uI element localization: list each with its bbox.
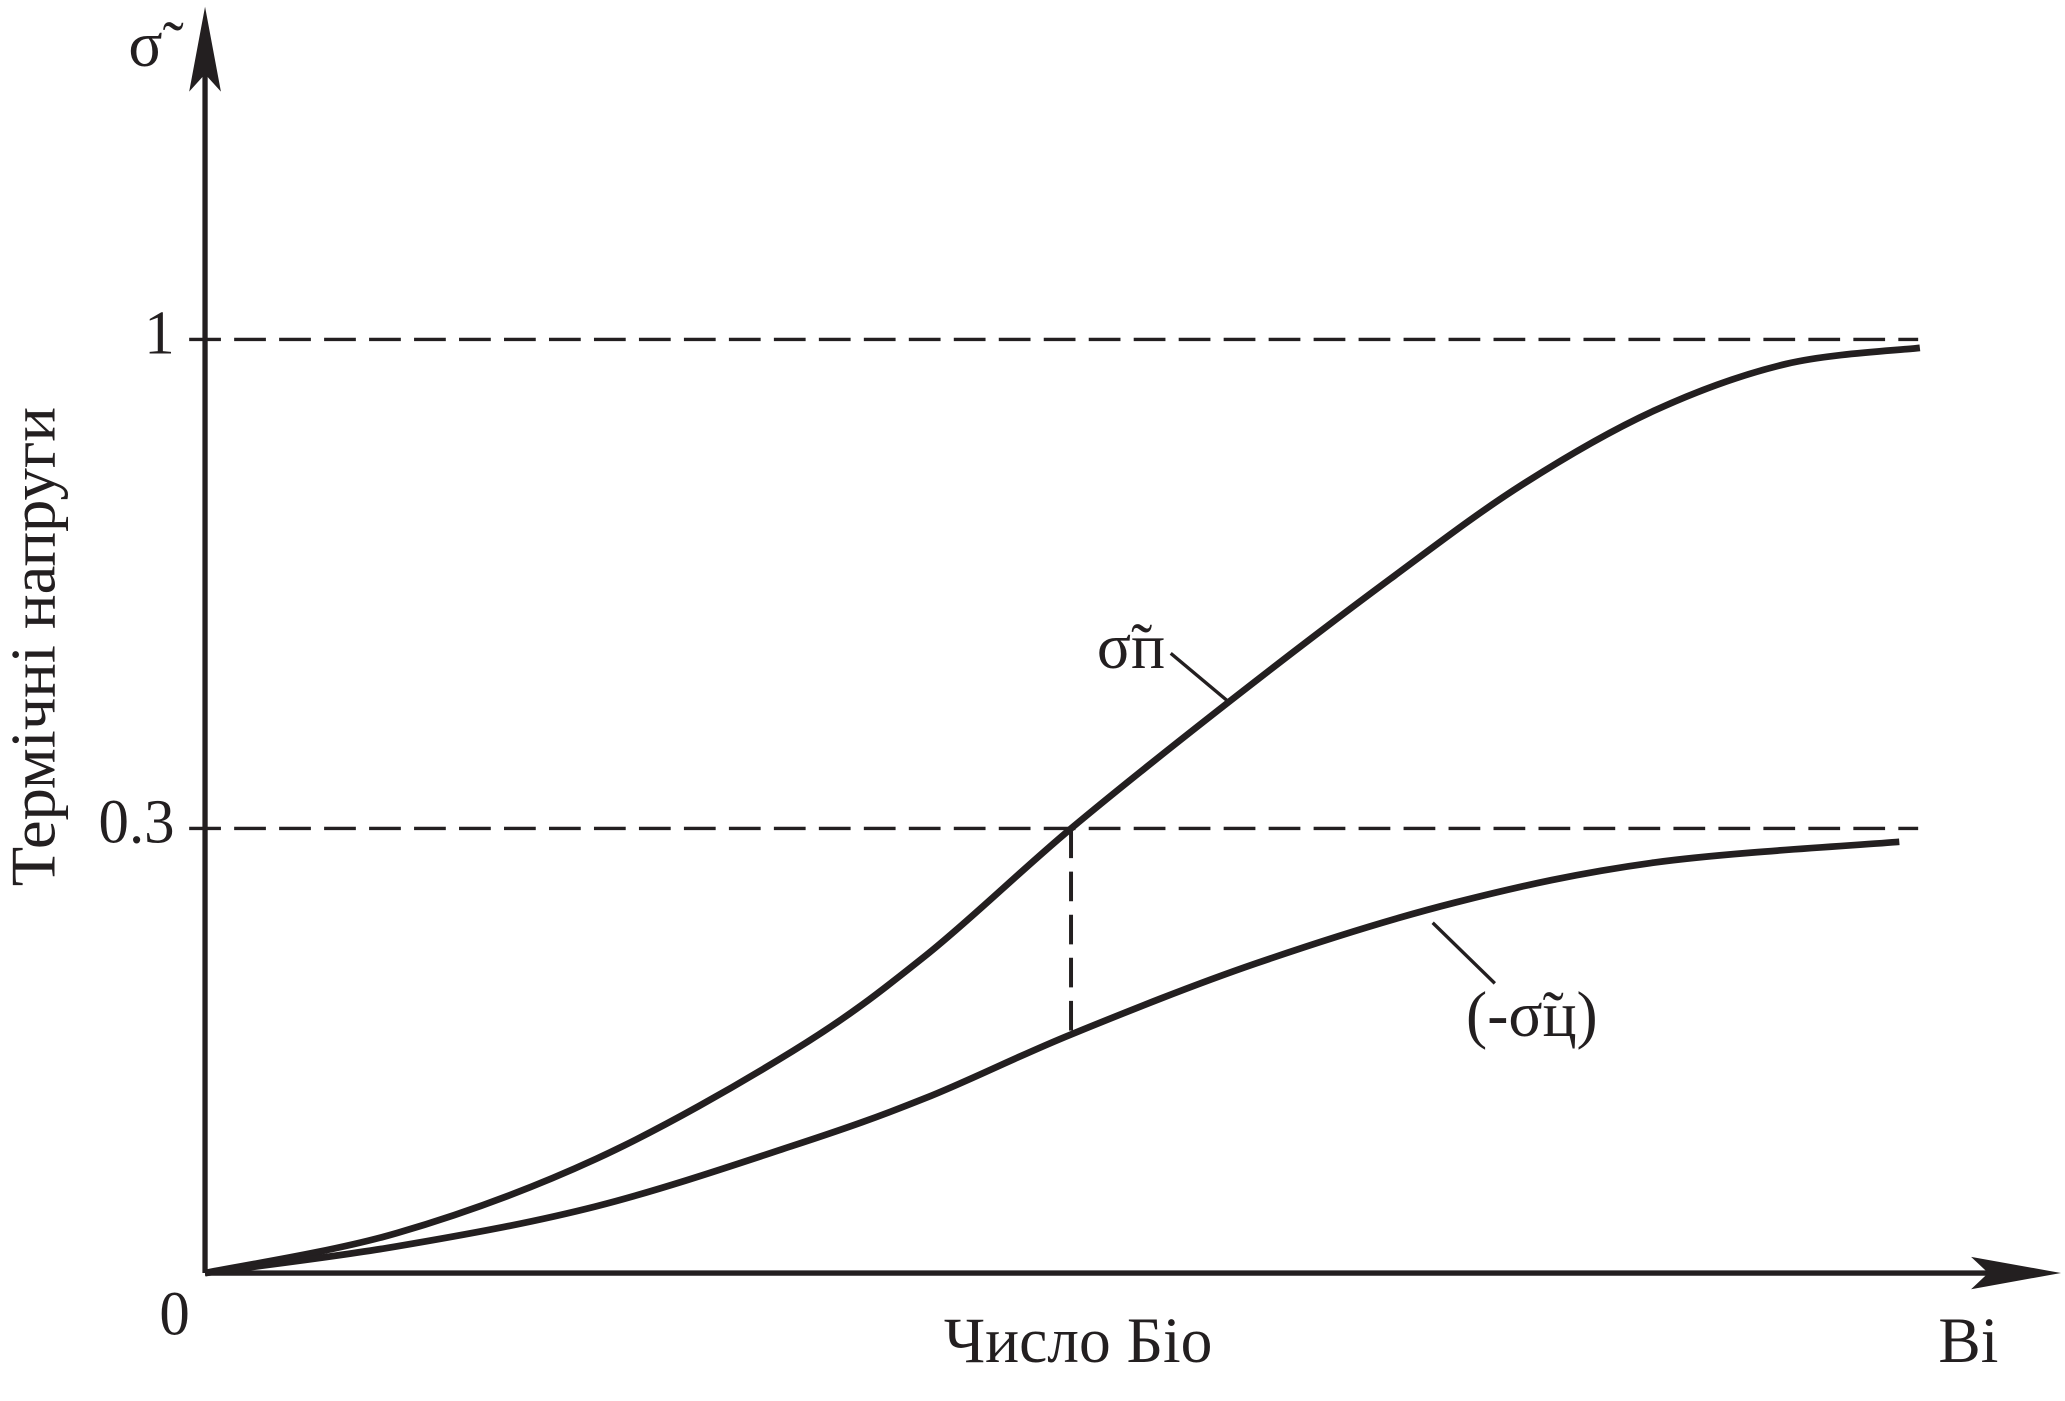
- x-symbol: Bi: [1938, 1304, 1998, 1376]
- leader-line: [1169, 652, 1232, 705]
- series-label: σ̃п: [1097, 611, 1165, 683]
- y-tick-label: 0.3: [99, 788, 175, 857]
- x-axis-label: Число Біо: [944, 1304, 1213, 1376]
- y-tick-label: 1: [144, 299, 174, 368]
- y-symbol: σ̃: [128, 9, 183, 81]
- origin-label: 0: [159, 1280, 189, 1349]
- line: [204, 344, 1921, 1277]
- y-axis-label: Термічні напруги: [0, 407, 68, 886]
- y-axis-arrow: [189, 6, 221, 92]
- series-label: (-σ̃ц): [1466, 978, 1598, 1050]
- x-axis-arrow: [1971, 1256, 2062, 1290]
- line: [204, 838, 1900, 1277]
- leader-line: [1431, 921, 1496, 985]
